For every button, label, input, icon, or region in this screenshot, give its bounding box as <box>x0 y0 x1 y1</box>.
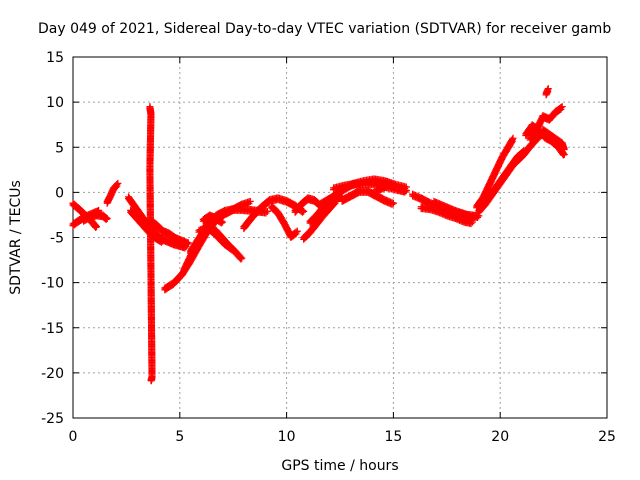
data-point <box>469 215 477 223</box>
data-point <box>293 227 301 235</box>
y-tick-label: -5 <box>50 231 64 247</box>
data-point <box>238 254 246 262</box>
y-tick-label: -20 <box>41 366 64 382</box>
data-point <box>246 197 254 205</box>
data-point <box>509 134 517 142</box>
data-point <box>402 187 410 195</box>
data-point <box>114 179 122 187</box>
data-point <box>147 376 155 384</box>
y-axis-label: SDTVAR / TECUs <box>8 180 24 295</box>
y-tick-label: 5 <box>55 140 64 156</box>
data-point <box>467 220 475 228</box>
data-point <box>217 219 225 227</box>
data-point <box>560 145 568 153</box>
grid <box>73 57 607 418</box>
data-point <box>389 199 397 207</box>
x-axis-label: GPS time / hours <box>281 458 398 474</box>
data-point <box>468 218 476 226</box>
x-axis: 0 5 10 15 20 25 <box>69 57 616 445</box>
data-point <box>183 240 191 248</box>
data-point <box>401 188 409 196</box>
data-point <box>544 85 552 93</box>
y-tick-label: -25 <box>41 411 64 427</box>
data-point <box>558 103 566 111</box>
x-tick-label: 5 <box>175 429 184 445</box>
data-point <box>184 239 192 247</box>
data-point <box>388 200 396 208</box>
y-tick-label: 0 <box>55 185 64 201</box>
data-point <box>157 238 165 246</box>
y-tick-label: -10 <box>41 276 64 292</box>
chart-title: Day 049 of 2021, Sidereal Day-to-day VTE… <box>38 21 611 37</box>
y-tick-label: 10 <box>46 95 64 111</box>
data-point <box>508 137 516 145</box>
data-point <box>92 223 100 231</box>
data-point <box>229 245 237 253</box>
y-axis: -25 -20 -15 -10 -5 0 5 10 15 <box>41 50 607 427</box>
x-tick-label: 15 <box>384 429 402 445</box>
data-point <box>262 209 270 217</box>
data-point <box>298 208 306 216</box>
x-tick-label: 20 <box>491 429 509 445</box>
data-points <box>69 85 568 385</box>
data-point <box>300 207 308 215</box>
data-point <box>508 138 516 146</box>
x-tick-label: 25 <box>598 429 616 445</box>
data-point <box>471 214 479 222</box>
data-point <box>237 255 245 263</box>
data-point <box>92 223 100 231</box>
data-point <box>228 246 236 254</box>
x-tick-label: 10 <box>278 429 296 445</box>
y-tick-label: -15 <box>41 321 64 337</box>
data-point <box>159 237 167 245</box>
data-point <box>103 215 111 223</box>
data-point <box>102 215 110 223</box>
data-point <box>263 207 271 215</box>
y-tick-label: 15 <box>46 50 64 66</box>
data-point <box>219 218 227 226</box>
x-tick-label: 0 <box>69 429 78 445</box>
